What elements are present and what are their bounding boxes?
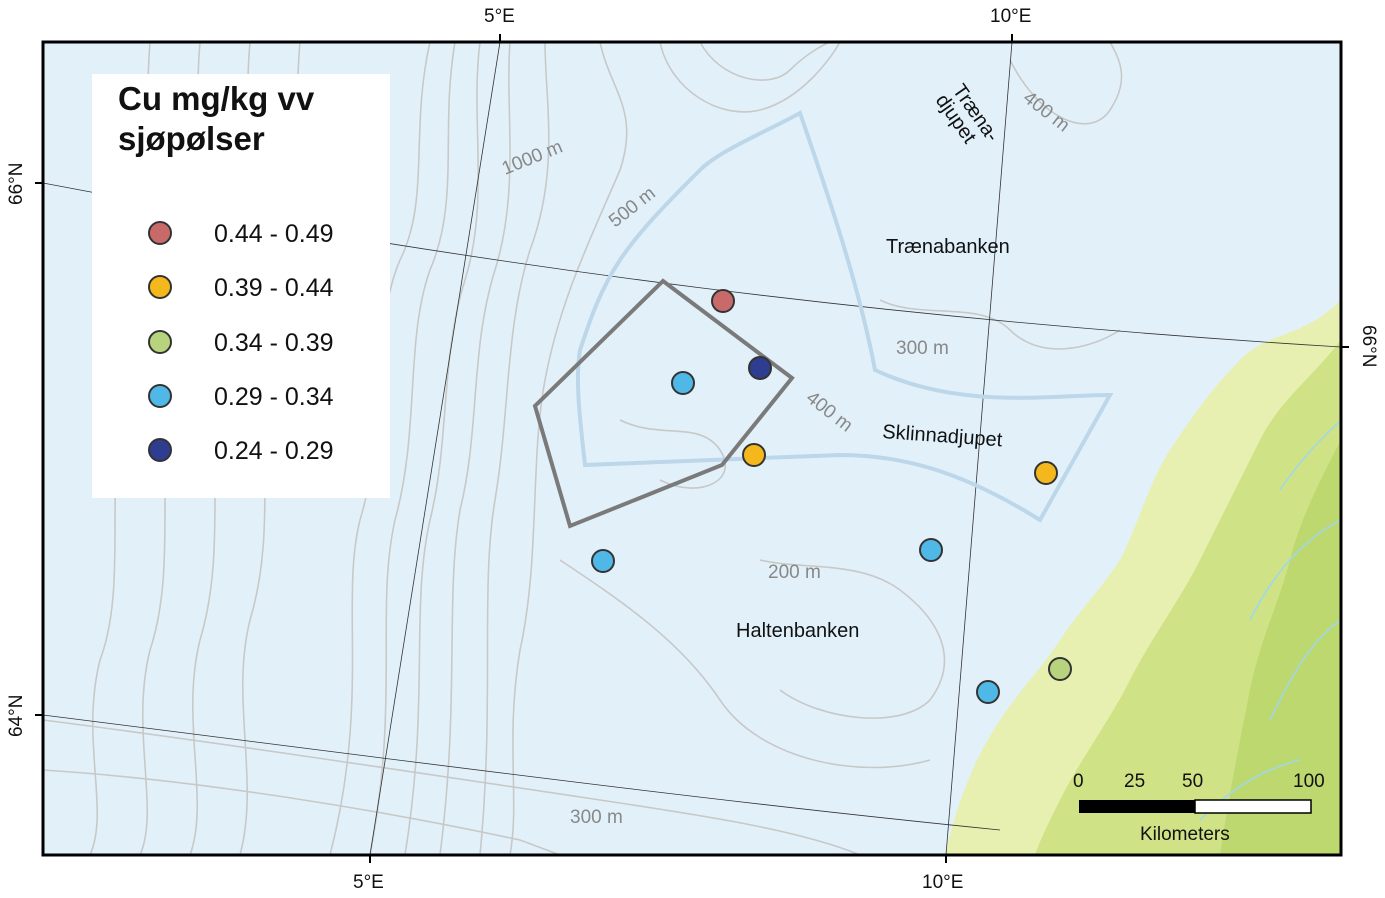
scale-segment-2 <box>1194 799 1312 814</box>
legend-label: 0.44 - 0.49 <box>214 220 334 248</box>
map-body: 1000 m 500 m 400 m 400 m 300 m 300 m 200… <box>43 42 1341 855</box>
sampling-polygon <box>532 278 795 529</box>
legend-label: 0.39 - 0.44 <box>214 274 334 302</box>
sample-point <box>711 289 735 313</box>
sample-point <box>1048 657 1072 681</box>
legend-title-line2: sjøpølser <box>118 120 265 157</box>
land-coast-detail <box>1220 440 1341 855</box>
legend-swatch <box>148 438 172 462</box>
contour-label-200: 200 m <box>768 562 821 583</box>
legend-swatch <box>148 221 172 245</box>
frame-ticks <box>35 34 1349 863</box>
contour-label-300-east: 300 m <box>896 338 949 359</box>
place-haltenbanken: Haltenbanken <box>736 620 859 642</box>
scale-segment-1 <box>1079 800 1195 813</box>
sample-point <box>976 680 1000 704</box>
legend-swatch <box>148 275 172 299</box>
label-bottom-10e: 10°E <box>922 872 963 893</box>
scale-tick-25: 25 <box>1124 771 1145 792</box>
legend-label: 0.24 - 0.29 <box>214 437 334 465</box>
scale-tick-100: 100 <box>1293 771 1325 792</box>
scale-tick-0: 0 <box>1073 771 1084 792</box>
map-frame <box>41 40 1343 857</box>
sample-point <box>919 538 943 562</box>
legend-background <box>92 74 390 498</box>
contour-label-300-south: 300 m <box>570 807 623 828</box>
sample-point <box>1034 461 1058 485</box>
legend: Cu mg/kg vv sjøpølser 0.44 - 0.49 0.39 -… <box>92 74 390 498</box>
sample-points <box>591 289 1072 704</box>
study-region-outline <box>575 110 1114 523</box>
label-left-64n: 64°N <box>6 695 27 737</box>
label-top-10e: 10°E <box>990 6 1031 27</box>
sample-point <box>748 356 772 380</box>
sample-point <box>591 549 615 573</box>
sample-point <box>671 371 695 395</box>
legend-label: 0.29 - 0.34 <box>214 383 334 411</box>
label-bottom-5e: 5°E <box>353 872 384 893</box>
legend-title-line1: Cu mg/kg vv <box>118 80 315 117</box>
legend-label: 0.34 - 0.39 <box>214 329 334 357</box>
label-left-66n: 66°N <box>6 163 27 205</box>
legend-items: 0.44 - 0.49 0.39 - 0.44 0.34 - 0.39 0.29… <box>148 220 334 465</box>
scale-tick-50: 50 <box>1182 771 1203 792</box>
label-top-5e: 5°E <box>484 6 515 27</box>
scale-bar: 0 25 50 100 Kilometers <box>1073 771 1325 845</box>
legend-swatch <box>148 330 172 354</box>
place-traenabanken: Trænabanken <box>886 236 1010 258</box>
scale-unit: Kilometers <box>1140 824 1230 845</box>
sample-point <box>742 443 766 467</box>
legend-swatch <box>148 384 172 408</box>
label-right-66n: 66°N <box>1358 325 1379 367</box>
